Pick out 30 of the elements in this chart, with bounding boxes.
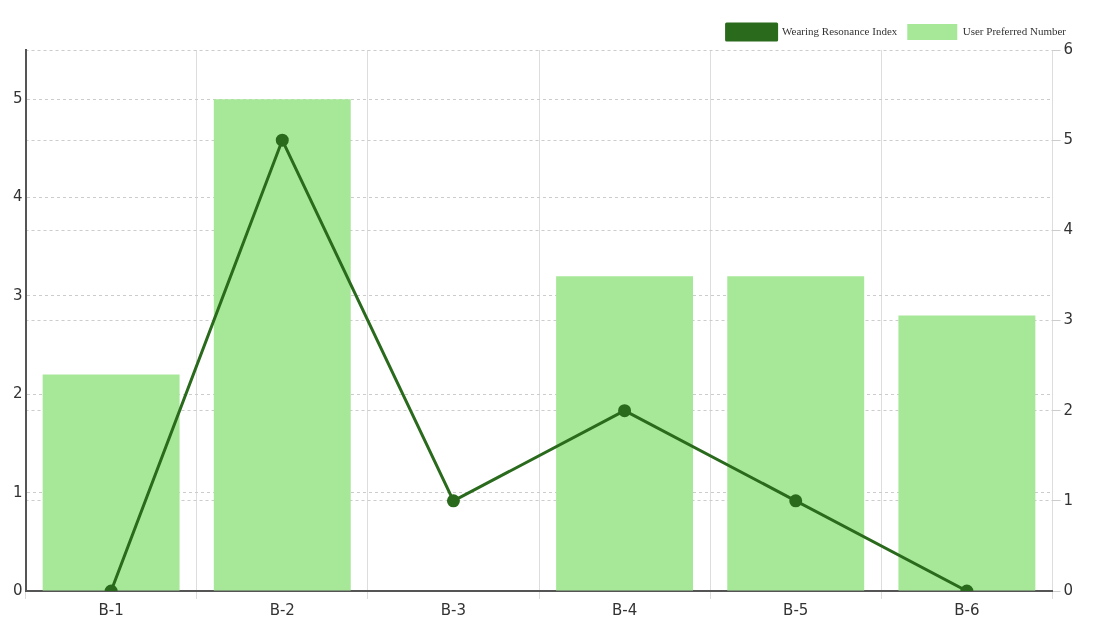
y-tick-label: 2 <box>13 384 23 403</box>
y2-tick-label: 5 <box>1063 130 1073 149</box>
bar <box>42 374 180 591</box>
y-tick-label: 3 <box>13 285 23 304</box>
y-tick-label: 5 <box>13 89 23 108</box>
y-tick-label: 4 <box>13 187 23 206</box>
legend-label: Wearing Resonance Index <box>782 24 898 37</box>
bar <box>556 276 694 591</box>
x-tick-label: B-5 <box>783 600 809 619</box>
x-tick-label: B-3 <box>440 600 467 619</box>
point <box>446 494 460 508</box>
point <box>618 404 632 418</box>
x-tick-label: B-6 <box>954 600 980 619</box>
bar <box>727 276 865 591</box>
point <box>275 133 289 147</box>
x-tick-label: B-4 <box>611 600 638 619</box>
y2-tick-label: 4 <box>1063 220 1073 239</box>
bar <box>213 99 351 591</box>
y2-tick-label: 3 <box>1063 310 1073 329</box>
y2-tick-label: 2 <box>1063 400 1073 419</box>
point <box>789 494 803 508</box>
y-tick-label: 0 <box>13 580 23 599</box>
y2-tick-label: 0 <box>1063 580 1073 599</box>
y2-tick-label: 1 <box>1063 490 1073 509</box>
bar <box>898 315 1036 591</box>
x-tick-label: B-1 <box>98 600 124 619</box>
legend-label: User Preferred Number <box>962 24 1067 37</box>
y2-tick-label: 6 <box>1063 39 1073 58</box>
x-tick-label: B-2 <box>269 600 295 619</box>
y-tick-label: 1 <box>13 482 23 501</box>
